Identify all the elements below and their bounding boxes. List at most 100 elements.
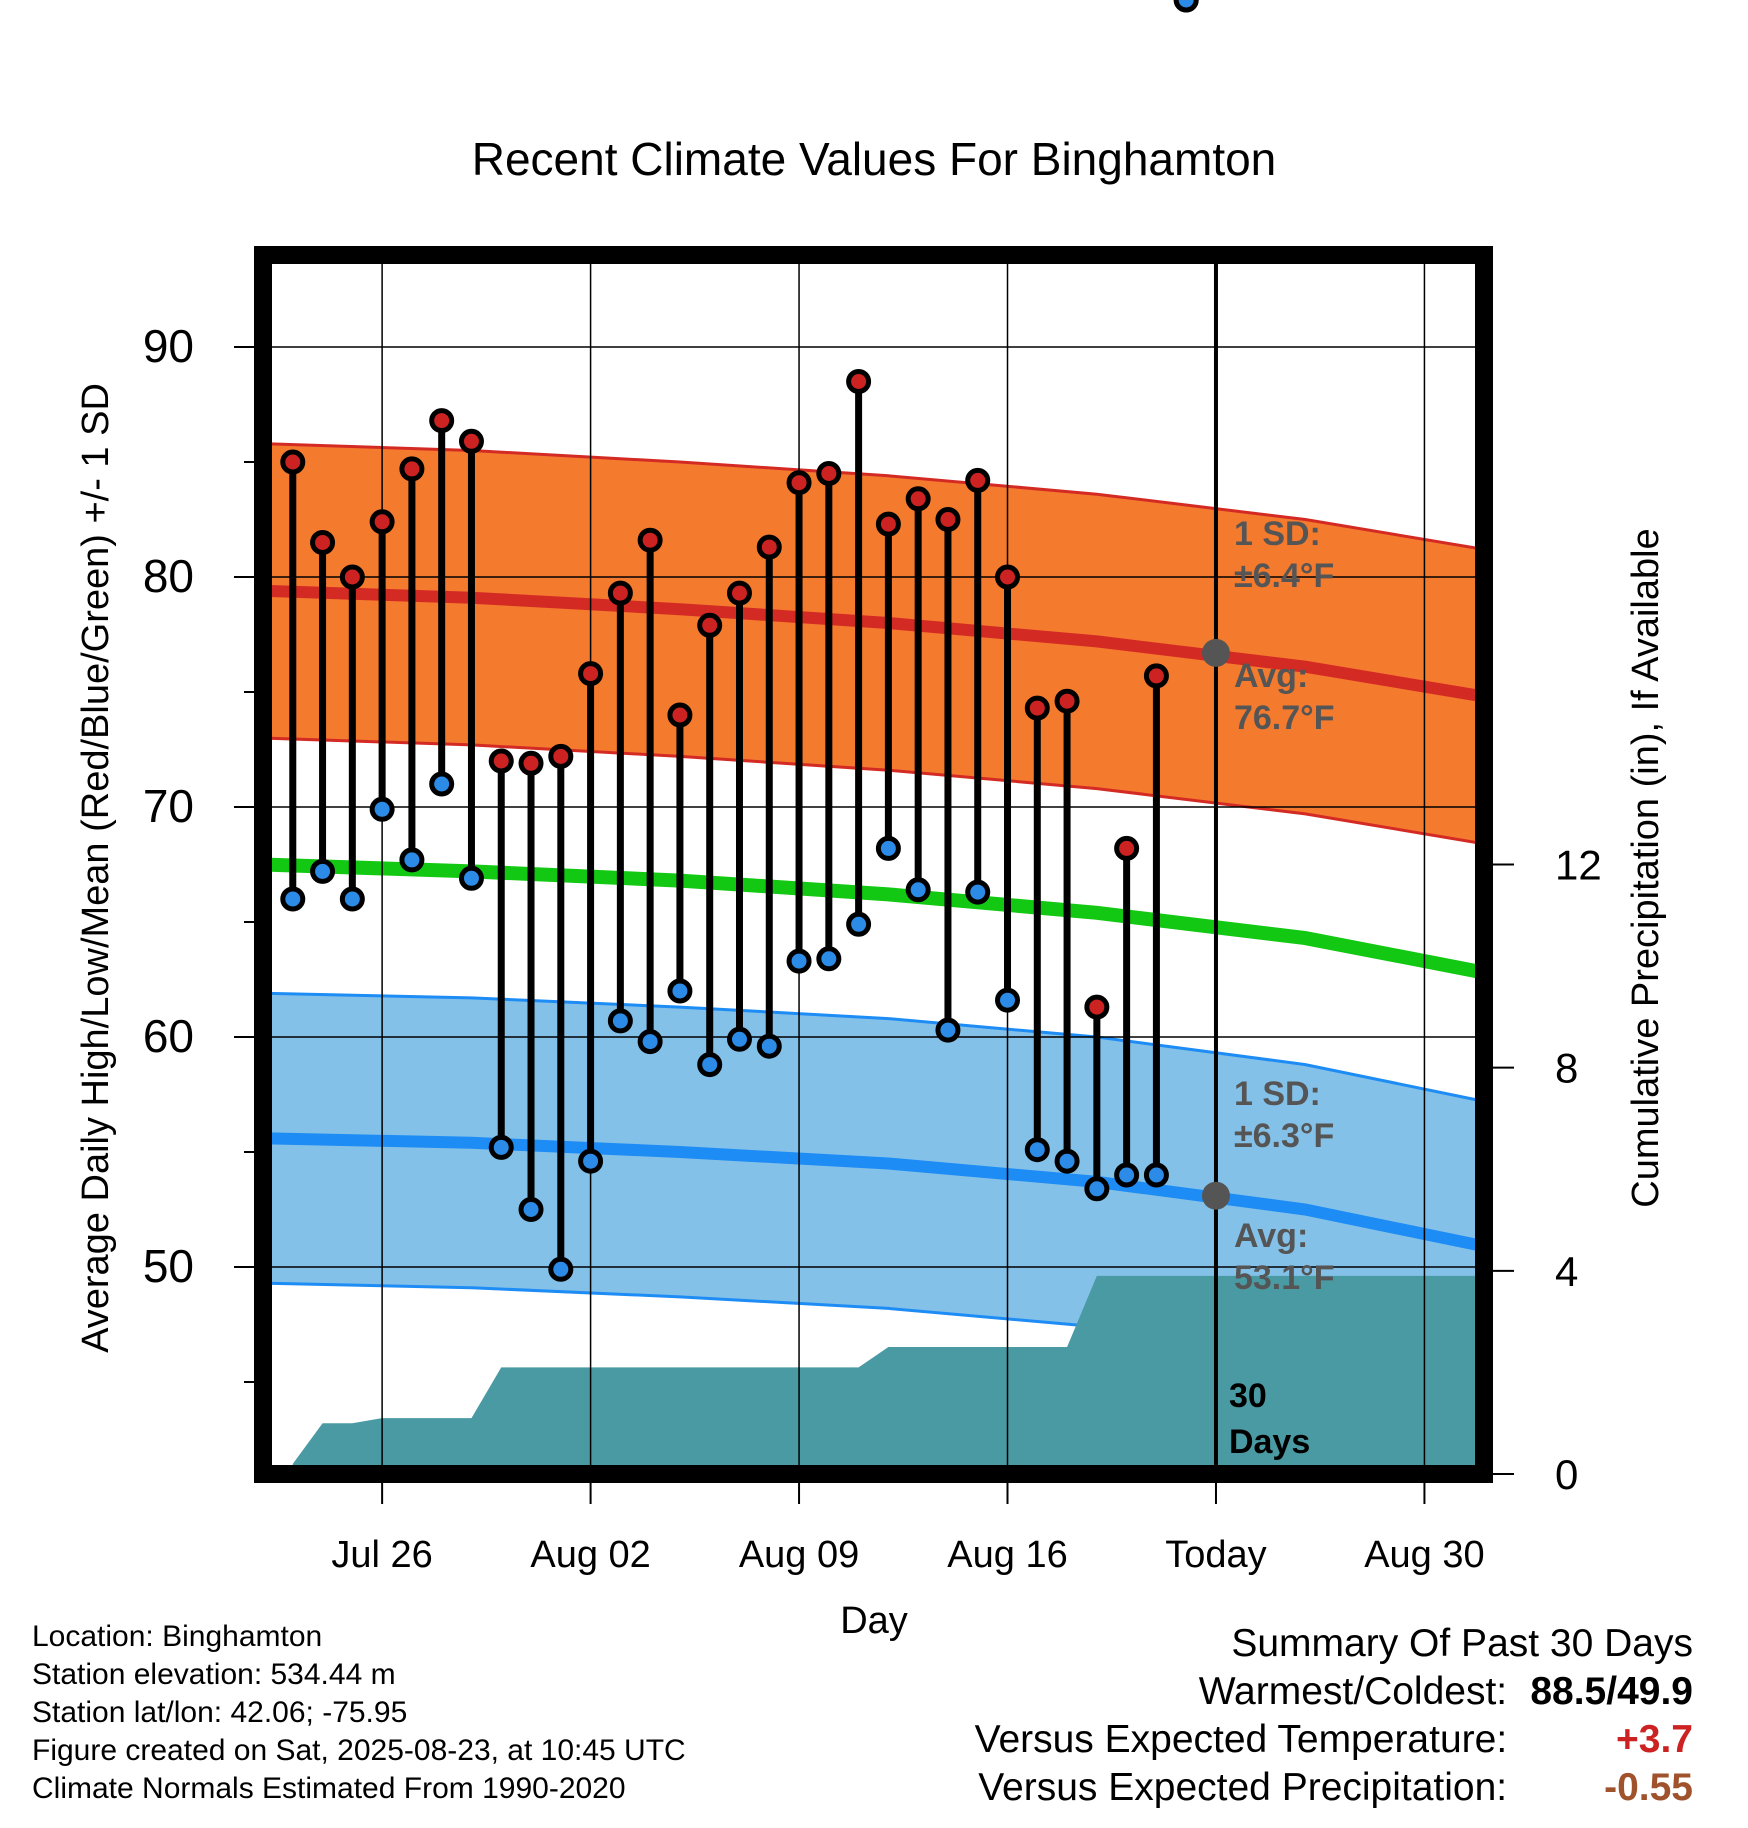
high-point bbox=[1143, 663, 1169, 689]
low-point bbox=[935, 1017, 961, 1043]
created-text: Figure created on Sat, 2025-08-23, at 10… bbox=[32, 1734, 686, 1767]
window-label: 30 Days bbox=[1229, 1377, 1310, 1461]
low-point bbox=[518, 1197, 544, 1222]
low-point bbox=[310, 858, 336, 884]
y-tick-label: 50 bbox=[143, 1240, 194, 1292]
high-point bbox=[816, 461, 842, 486]
high-point bbox=[756, 534, 782, 560]
x-tick-label: Aug 16 bbox=[947, 1534, 1067, 1576]
high-point bbox=[875, 511, 901, 537]
high-point bbox=[280, 449, 306, 475]
low-point bbox=[1054, 1148, 1080, 1174]
low-sd-annotation: 1 SD: ±6.3°F bbox=[1234, 1075, 1334, 1155]
low-point bbox=[875, 835, 901, 861]
precip-label: Versus Expected Precipitation: bbox=[978, 1766, 1508, 1809]
high-point bbox=[995, 564, 1021, 590]
summary-temp: Versus Expected Temperature: +3.7 bbox=[975, 1716, 1693, 1764]
high-point bbox=[1114, 835, 1140, 861]
high-point bbox=[965, 467, 991, 493]
normals-text: Climate Normals Estimated From 1990-2020 bbox=[32, 1772, 626, 1805]
summary-warm-cold: Warmest/Coldest: 88.5/49.9 bbox=[975, 1668, 1693, 1716]
summary-panel: Summary Of Past 30 Days Warmest/Coldest:… bbox=[975, 1620, 1693, 1812]
low-point bbox=[488, 1134, 514, 1160]
x-tick-label: Jul 26 bbox=[331, 1534, 432, 1576]
low-point bbox=[399, 847, 425, 873]
low-point bbox=[846, 911, 872, 937]
low-point bbox=[786, 948, 812, 974]
high-point bbox=[548, 743, 574, 769]
low-point bbox=[578, 1148, 604, 1174]
low-point bbox=[1173, 0, 1199, 13]
high-point bbox=[846, 369, 872, 394]
low-point bbox=[756, 1033, 782, 1059]
low-point bbox=[548, 1256, 574, 1282]
high-point bbox=[310, 530, 336, 555]
low-point bbox=[965, 879, 991, 905]
y2-tick-label: 0 bbox=[1555, 1451, 1578, 1498]
high-point bbox=[339, 564, 365, 590]
today-high-avg-marker bbox=[1201, 638, 1230, 667]
temp-value: +3.7 bbox=[1616, 1718, 1693, 1761]
low-point bbox=[280, 886, 306, 912]
high-sd-annotation: 1 SD: ±6.4°F bbox=[1234, 515, 1334, 595]
high-point bbox=[697, 612, 723, 638]
high-point bbox=[578, 661, 604, 687]
location-text: Location: Binghamton bbox=[32, 1620, 323, 1653]
y-tick-label: 70 bbox=[143, 780, 194, 832]
low-point bbox=[339, 886, 365, 912]
low-point bbox=[637, 1029, 663, 1055]
low-point bbox=[1024, 1137, 1050, 1163]
x-tick-label: Aug 30 bbox=[1364, 1534, 1484, 1576]
x-tick-label: Aug 02 bbox=[530, 1534, 650, 1576]
y2-tick-label: 12 bbox=[1555, 842, 1602, 889]
low-point bbox=[667, 978, 693, 1004]
high-point bbox=[905, 486, 931, 512]
high-avg-annotation: Avg: 76.7°F bbox=[1234, 657, 1335, 737]
low-point bbox=[816, 946, 842, 972]
high-point bbox=[399, 456, 425, 482]
y-axis-label: Average Daily High/Low/Mean (Red/Blue/Gr… bbox=[75, 383, 117, 1353]
mean-avg-line bbox=[262, 857, 1486, 980]
low-point bbox=[697, 1052, 723, 1078]
y-tick-label: 80 bbox=[143, 550, 194, 602]
high-point bbox=[518, 750, 544, 776]
warm-cold-value: 88.5/49.9 bbox=[1530, 1670, 1693, 1713]
latlon-text: Station lat/lon: 42.06; -75.95 bbox=[32, 1696, 408, 1729]
x-axis-label: Day bbox=[840, 1600, 908, 1642]
high-point bbox=[369, 509, 395, 535]
low-point bbox=[1084, 1176, 1110, 1202]
y2-axis-label: Cumulative Precipitation (in), If Availa… bbox=[1625, 528, 1667, 1207]
plot-frame bbox=[254, 246, 1493, 1483]
today-low-avg-marker bbox=[1201, 1181, 1230, 1210]
low-point bbox=[726, 1026, 752, 1052]
low-point bbox=[995, 987, 1021, 1013]
high-point bbox=[935, 507, 961, 532]
low-point bbox=[1114, 1162, 1140, 1188]
high-point bbox=[1054, 688, 1080, 714]
station-info: Location: Binghamton Station elevation: … bbox=[32, 1618, 686, 1808]
y-tick-label: 90 bbox=[143, 320, 194, 372]
low-point bbox=[429, 771, 455, 797]
low-point bbox=[369, 796, 395, 822]
high-point bbox=[488, 748, 514, 774]
x-tick-label: Today bbox=[1165, 1534, 1266, 1576]
high-point bbox=[637, 527, 663, 553]
high-point bbox=[726, 580, 752, 606]
high-point bbox=[786, 470, 812, 496]
high-point bbox=[667, 702, 693, 728]
y2-tick-label: 4 bbox=[1555, 1248, 1578, 1295]
high-point bbox=[458, 428, 484, 454]
high-point bbox=[1084, 994, 1110, 1020]
elevation-text: Station elevation: 534.44 m bbox=[32, 1658, 396, 1691]
low-point bbox=[1143, 1162, 1169, 1188]
y2-tick-label: 8 bbox=[1555, 1045, 1578, 1092]
chart-title: Recent Climate Values For Binghamton bbox=[472, 133, 1277, 185]
high-point bbox=[1024, 695, 1050, 721]
y-tick-label: 60 bbox=[143, 1010, 194, 1062]
low-point bbox=[458, 865, 484, 891]
x-tick-label: Aug 09 bbox=[739, 1534, 859, 1576]
high-point bbox=[607, 580, 633, 606]
low-avg-line bbox=[262, 1132, 1486, 1253]
high-point bbox=[429, 408, 455, 434]
